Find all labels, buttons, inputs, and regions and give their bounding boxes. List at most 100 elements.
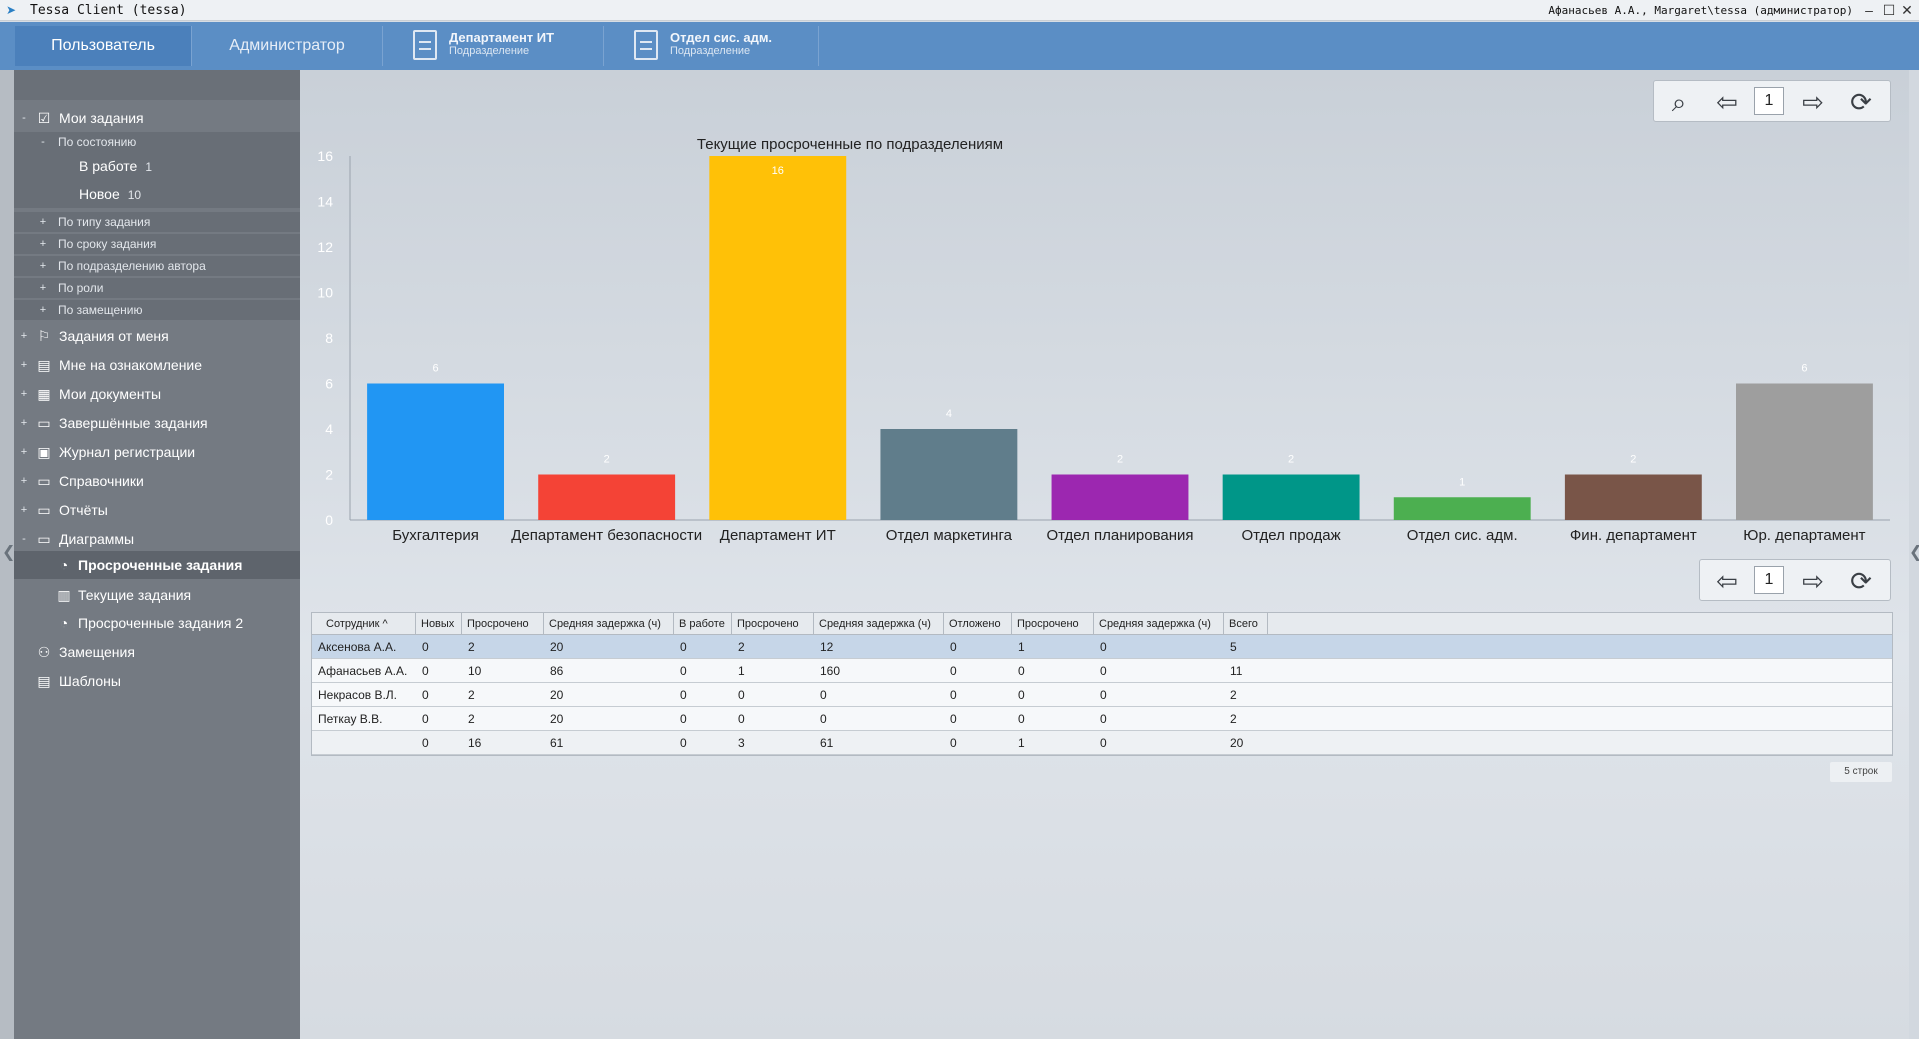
sidebar-item-directories[interactable]: + ▭ Справочники xyxy=(14,468,300,494)
table-row[interactable]: Некрасов В.Л. 0 2 20 0 0 0 0 0 0 2 xyxy=(312,683,1892,707)
expander[interactable]: + xyxy=(39,216,47,228)
expander[interactable]: + xyxy=(20,475,28,487)
table-cell: 0 xyxy=(950,712,957,726)
row-count-badge: 5 строк xyxy=(1830,762,1892,782)
bar xyxy=(709,156,847,520)
documents-icon: ▦ xyxy=(37,386,51,402)
bar xyxy=(1564,474,1702,520)
sidebar-item-registration-log[interactable]: + ▣ Журнал регистрации xyxy=(14,439,300,465)
sidebar-item-substitutions[interactable]: ⚇ Замещения xyxy=(14,639,300,665)
column-header[interactable]: В работе xyxy=(674,613,732,634)
maximize-icon[interactable]: ☐ xyxy=(1882,2,1896,18)
bar xyxy=(1222,474,1360,520)
tab-admin[interactable]: Администратор xyxy=(229,37,345,54)
x-tick-label: Отдел маркетинга xyxy=(886,527,1013,544)
column-header[interactable]: Просрочено xyxy=(732,613,814,634)
expander[interactable]: + xyxy=(39,304,47,316)
table-cell: 2 xyxy=(738,640,745,654)
page-number-field[interactable]: 1 xyxy=(1754,566,1784,594)
sidebar-item-by-task-type[interactable]: + По типу задания xyxy=(14,212,300,232)
left-panel-toggle[interactable]: ❮ xyxy=(0,70,15,1039)
sidebar-item-by-substitution[interactable]: + По замещению xyxy=(14,300,300,320)
minimize-icon[interactable]: – xyxy=(1865,2,1873,18)
arrow-left-icon[interactable]: ⇦ xyxy=(1716,87,1738,117)
sidebar-item-label: Мои документы xyxy=(59,386,162,402)
app-logo-icon: ➤ xyxy=(6,3,17,17)
column-header[interactable]: Просрочено xyxy=(1012,613,1094,634)
search-view-icon[interactable]: ⌕ xyxy=(1671,87,1687,117)
sidebar-item-completed-tasks[interactable]: + ▭ Завершённые задания xyxy=(14,410,300,436)
sidebar-item-diagrams[interactable]: - ▭ Диаграммы xyxy=(14,526,300,552)
sidebar-item-overdue-tasks-2[interactable]: ◔ Просроченные задания 2 xyxy=(14,610,300,636)
tab-user[interactable]: Пользователь xyxy=(15,26,191,66)
sidebar-item-my-documents[interactable]: + ▦ Мои документы xyxy=(14,381,300,407)
column-header[interactable]: Средняя задержка (ч) xyxy=(814,613,944,634)
table-total-row[interactable]: 0 16 61 0 3 61 0 1 0 20 xyxy=(312,731,1892,755)
expander[interactable]: - xyxy=(41,136,45,148)
column-header[interactable]: Новых xyxy=(416,613,462,634)
sidebar-item-text: Новое xyxy=(79,186,120,202)
expander[interactable]: + xyxy=(20,417,28,429)
sidebar-item-label: Диаграммы xyxy=(59,531,135,547)
expander[interactable]: + xyxy=(39,260,47,272)
expander[interactable]: + xyxy=(20,330,28,342)
expander[interactable]: + xyxy=(39,238,47,250)
refresh-icon[interactable]: ⟳ xyxy=(1850,566,1872,596)
sidebar-item-by-state[interactable]: - По состоянию xyxy=(14,132,300,152)
column-header[interactable]: Просрочено xyxy=(462,613,544,634)
sidebar-item-templates[interactable]: ▤ Шаблоны xyxy=(14,668,300,694)
table-row[interactable]: Афанасьев А.А. 0 10 86 0 1 160 0 0 0 11 xyxy=(312,659,1892,683)
tab-card-it-department[interactable]: Департамент ИТ Подразделение xyxy=(383,26,603,66)
sidebar-item-by-deadline[interactable]: + По сроку задания xyxy=(14,234,300,254)
sidebar-item-new[interactable]: Новое 10 xyxy=(14,180,300,208)
tab-bar: Пользователь Администратор Департамент И… xyxy=(0,22,1919,70)
table-cell: Некрасов В.Л. xyxy=(318,688,398,702)
sidebar-item-label: Просроченные задания 2 xyxy=(78,615,244,631)
column-header[interactable]: Средняя задержка (ч) xyxy=(544,613,674,634)
refresh-icon[interactable]: ⟳ xyxy=(1850,87,1872,117)
table-row[interactable]: Петкау В.В. 0 2 20 0 0 0 0 0 0 2 xyxy=(312,707,1892,731)
tab-card-sysadmin-department[interactable]: Отдел сис. адм. Подразделение xyxy=(604,26,818,66)
y-tick-label: 4 xyxy=(325,421,333,437)
sidebar-item-reports[interactable]: + ▭ Отчёты xyxy=(14,497,300,523)
column-header[interactable]: Всего xyxy=(1224,613,1268,634)
sidebar-item-by-author-department[interactable]: + По подразделению автора xyxy=(14,256,300,276)
sidebar-item-my-tasks[interactable]: - ☑ Мои задания xyxy=(14,106,300,130)
table-cell: 20 xyxy=(550,688,564,702)
table-cell: 0 xyxy=(1100,736,1107,750)
pie-chart-icon: ◔ xyxy=(59,557,69,573)
y-tick-label: 0 xyxy=(325,512,333,528)
expander[interactable]: + xyxy=(39,282,47,294)
table-cell: 0 xyxy=(680,688,687,702)
sidebar-item-in-progress[interactable]: В работе 1 xyxy=(14,152,300,180)
sidebar-item-current-tasks[interactable]: ▥ Текущие задания xyxy=(14,582,300,608)
right-panel-toggle[interactable]: ❮ xyxy=(1909,70,1919,1039)
close-icon[interactable]: ✕ xyxy=(1901,2,1913,18)
tab-divider xyxy=(603,26,604,66)
page-number-field[interactable]: 1 xyxy=(1754,87,1784,115)
column-header[interactable]: Средняя задержка (ч) xyxy=(1094,613,1224,634)
expander[interactable]: + xyxy=(20,504,28,516)
document-icon xyxy=(413,30,437,60)
column-header[interactable]: Отложено xyxy=(944,613,1012,634)
expander[interactable]: - xyxy=(22,533,26,545)
table-row[interactable]: Аксенова А.А. 0 2 20 0 2 12 0 1 0 5 xyxy=(312,635,1892,659)
expander[interactable]: + xyxy=(20,388,28,400)
expander[interactable]: + xyxy=(20,359,28,371)
table-cell: 0 xyxy=(950,688,957,702)
table-cell: 0 xyxy=(1100,664,1107,678)
arrow-right-icon[interactable]: ⇨ xyxy=(1802,566,1824,596)
expander[interactable]: - xyxy=(22,112,26,124)
y-tick-label: 16 xyxy=(317,148,333,164)
sidebar-item-for-review[interactable]: + ▤ Мне на ознакомление xyxy=(14,352,300,378)
sidebar-item-tasks-from-me[interactable]: + ⚐ Задания от меня xyxy=(14,323,300,349)
arrow-right-icon[interactable]: ⇨ xyxy=(1802,87,1824,117)
sidebar-item-label: Просроченные задания xyxy=(78,557,243,573)
data-label: 6 xyxy=(1801,363,1807,375)
table-cell: 0 xyxy=(1018,712,1025,726)
arrow-left-icon[interactable]: ⇦ xyxy=(1716,566,1738,596)
expander[interactable]: + xyxy=(20,446,28,458)
sidebar-item-overdue-tasks[interactable]: ◔ Просроченные задания xyxy=(14,551,300,579)
column-header[interactable]: Сотрудник ^ xyxy=(312,613,416,634)
sidebar-item-by-role[interactable]: + По роли xyxy=(14,278,300,298)
